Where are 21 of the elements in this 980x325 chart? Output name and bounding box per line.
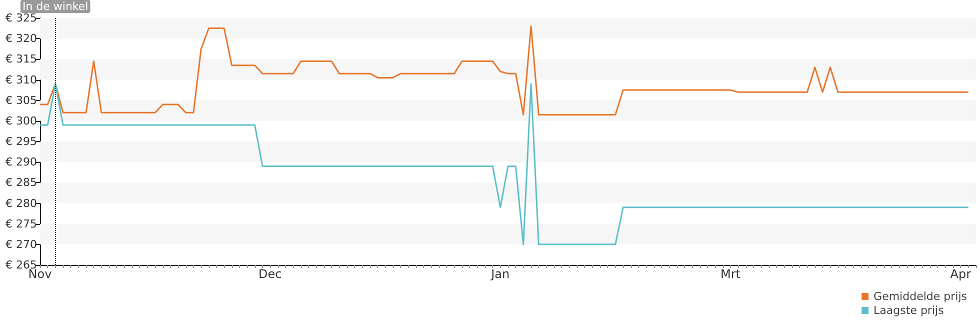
x-tick-label: Apr xyxy=(950,267,972,281)
x-tick-label: Mrt xyxy=(720,267,741,281)
y-tick-label: € 275 xyxy=(6,217,37,230)
text: In de winkel xyxy=(22,0,88,13)
x-tick-label: Dec xyxy=(258,267,282,281)
y-tick-label: € 320 xyxy=(6,32,37,46)
legend-label: Laagste prijs xyxy=(874,304,944,317)
y-tick-label: € 270 xyxy=(6,238,37,251)
y-tick-label: € 285 xyxy=(6,176,37,190)
y-tick-label: € 290 xyxy=(6,156,37,169)
y-tick-label: € 305 xyxy=(6,94,37,107)
y-tick-label: € 300 xyxy=(6,114,37,128)
y-tick-label: € 315 xyxy=(6,52,37,66)
y-tick-label: € 310 xyxy=(6,73,37,86)
line-series xyxy=(39,83,970,246)
y-tick-label: € 280 xyxy=(6,196,37,210)
y-tick-label: € 325 xyxy=(6,12,37,24)
legend-label: Gemiddelde prijs xyxy=(874,290,968,303)
y-tick-label: € 295 xyxy=(6,135,37,148)
line-series xyxy=(39,25,970,116)
x-tick-label: Jan xyxy=(490,267,510,281)
